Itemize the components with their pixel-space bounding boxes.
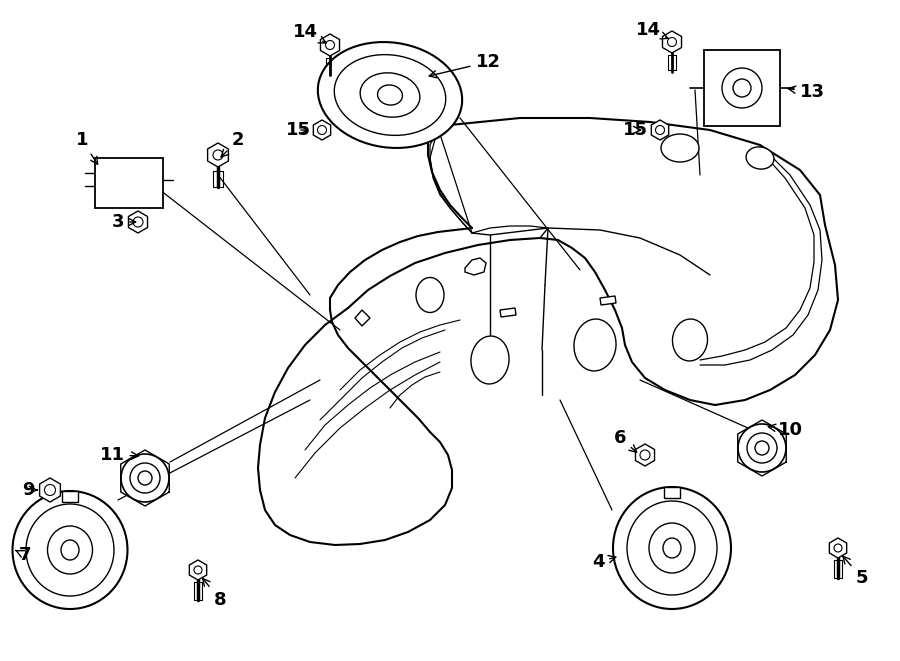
Ellipse shape [672,319,707,361]
Text: 5: 5 [843,557,868,587]
Polygon shape [40,478,60,502]
Circle shape [834,544,842,552]
Ellipse shape [48,526,93,574]
Ellipse shape [416,278,444,313]
Ellipse shape [471,336,509,384]
Circle shape [640,450,650,460]
Ellipse shape [360,73,420,117]
Circle shape [194,566,202,574]
Circle shape [733,79,751,97]
Polygon shape [652,120,669,140]
Ellipse shape [649,523,695,573]
Ellipse shape [13,491,128,609]
Polygon shape [208,143,229,167]
Polygon shape [313,120,330,140]
Ellipse shape [334,55,446,136]
Circle shape [133,217,143,227]
Circle shape [326,40,335,50]
Circle shape [213,150,223,160]
Text: 4: 4 [592,553,616,571]
Text: 10: 10 [769,421,803,439]
Polygon shape [704,50,780,126]
Ellipse shape [613,487,731,609]
Text: 15: 15 [623,121,647,139]
Circle shape [668,38,677,46]
Text: 8: 8 [202,578,226,609]
Text: 14: 14 [635,21,668,39]
Circle shape [138,471,152,485]
Circle shape [747,433,777,463]
Polygon shape [355,310,370,326]
Text: 13: 13 [788,83,824,101]
Text: 1: 1 [76,131,98,165]
Polygon shape [62,491,78,502]
Ellipse shape [661,134,699,162]
Circle shape [318,126,327,134]
Ellipse shape [627,501,717,595]
Polygon shape [664,487,680,498]
Ellipse shape [377,85,402,105]
Polygon shape [500,308,516,317]
Polygon shape [320,34,339,56]
Text: 6: 6 [614,429,636,452]
Polygon shape [829,538,847,558]
Circle shape [655,126,664,134]
Circle shape [130,463,160,493]
Text: 12: 12 [429,53,500,78]
Circle shape [738,424,786,472]
Text: 3: 3 [112,213,136,231]
Text: 9: 9 [22,481,37,499]
Ellipse shape [26,504,114,596]
Circle shape [722,68,762,108]
Polygon shape [600,296,616,305]
Ellipse shape [746,147,774,169]
Text: 15: 15 [285,121,310,139]
Ellipse shape [663,538,681,558]
Polygon shape [189,560,207,580]
Polygon shape [129,211,148,233]
Text: 7: 7 [16,546,32,564]
Ellipse shape [318,42,463,148]
Ellipse shape [574,319,616,371]
Circle shape [755,441,769,455]
Circle shape [44,485,56,496]
Polygon shape [635,444,654,466]
Polygon shape [465,258,486,275]
Polygon shape [662,31,681,53]
Text: 2: 2 [221,131,244,157]
Circle shape [121,454,169,502]
Ellipse shape [61,540,79,560]
Polygon shape [95,158,163,208]
Text: 14: 14 [292,23,326,43]
Text: 11: 11 [100,446,139,464]
